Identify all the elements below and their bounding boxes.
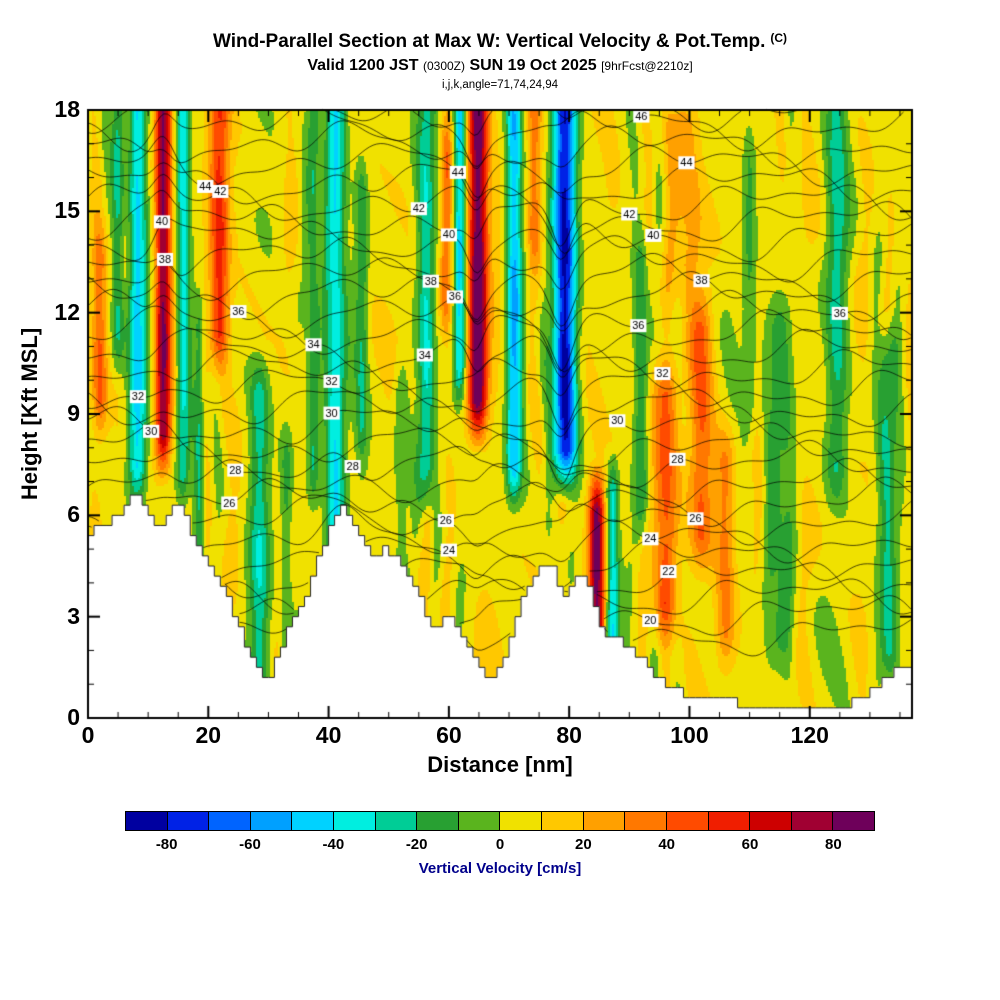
- y-tick-label: 12: [54, 298, 80, 325]
- x-tick-label: 60: [436, 722, 462, 748]
- x-tick-label: 100: [670, 722, 709, 748]
- colorbar-tick-label: -80: [155, 836, 178, 853]
- colorbar-cell: [500, 812, 543, 830]
- x-tick-label: 80: [556, 722, 582, 748]
- y-tick-label: 6: [67, 501, 80, 528]
- x-tick-label: 40: [315, 722, 342, 748]
- x-axis-label: Distance [nm]: [427, 752, 573, 777]
- y-tick-label: 15: [54, 197, 80, 224]
- colorbar-tick-label: 20: [574, 836, 592, 853]
- colorbar-cell: [417, 812, 459, 830]
- colorbar-cell: [375, 812, 418, 830]
- figure-title-text: Wind-Parallel Section at Max W: Vertical…: [212, 31, 766, 52]
- colorbar-cell: [791, 812, 834, 830]
- colorbar-tick-label: -60: [239, 836, 261, 853]
- colorbar-cell: [292, 812, 335, 830]
- model-index-line: i,j,k,angle=71,74,24,94: [441, 79, 559, 91]
- x-tick-label: 0: [81, 722, 95, 748]
- colorbar: [125, 811, 875, 831]
- colorbar-cell: [334, 812, 376, 830]
- y-tick-label: 9: [67, 400, 80, 426]
- valid-time-line: Valid 1200 JST (0300Z) SUN 19 Oct 2025 […: [0, 57, 1000, 75]
- colorbar-cell: [126, 812, 168, 830]
- colorbar-cell: [583, 812, 626, 830]
- colorbar-tick-label: 40: [658, 836, 675, 853]
- x-tick-label: 120: [790, 722, 829, 748]
- colorbar-label: Vertical Velocity [cm/s]: [418, 860, 582, 877]
- colorbar-cell: [625, 812, 667, 830]
- colorbar-cell: [209, 812, 251, 830]
- colorbar-cell: [666, 812, 709, 830]
- colorbar-tick-label: -40: [322, 836, 345, 853]
- colorbar-cell: [708, 812, 751, 830]
- colorbar-tick-label: 0: [495, 836, 505, 853]
- x-tick-label: 20: [195, 722, 222, 748]
- colorbar-cell: [833, 812, 874, 830]
- y-tick-label: 3: [67, 602, 80, 629]
- colorbar-tick-label: 60: [741, 836, 759, 853]
- valid-time-utc: (0300Z): [422, 59, 465, 73]
- y-tick-label: 18: [54, 96, 80, 122]
- colorbar-tick-label: -20: [405, 836, 428, 853]
- colorbar-cell: [750, 812, 792, 830]
- colorbar-tick-label: 80: [824, 836, 842, 853]
- colorbar-cell: [458, 812, 501, 830]
- title-unit-suffix: (C): [770, 31, 788, 45]
- colorbar-cell: [167, 812, 210, 830]
- colorbar-cell: [542, 812, 584, 830]
- y-tick-label: 0: [67, 704, 80, 730]
- colorbar-cell: [250, 812, 293, 830]
- valid-date: SUN 19 Oct 2025: [469, 57, 597, 74]
- figure-title: Wind-Parallel Section at Max W: Vertical…: [0, 31, 1000, 53]
- forecast-hour: [9hrFcst@2210z]: [601, 59, 693, 73]
- valid-time-main: Valid 1200 JST: [307, 57, 419, 74]
